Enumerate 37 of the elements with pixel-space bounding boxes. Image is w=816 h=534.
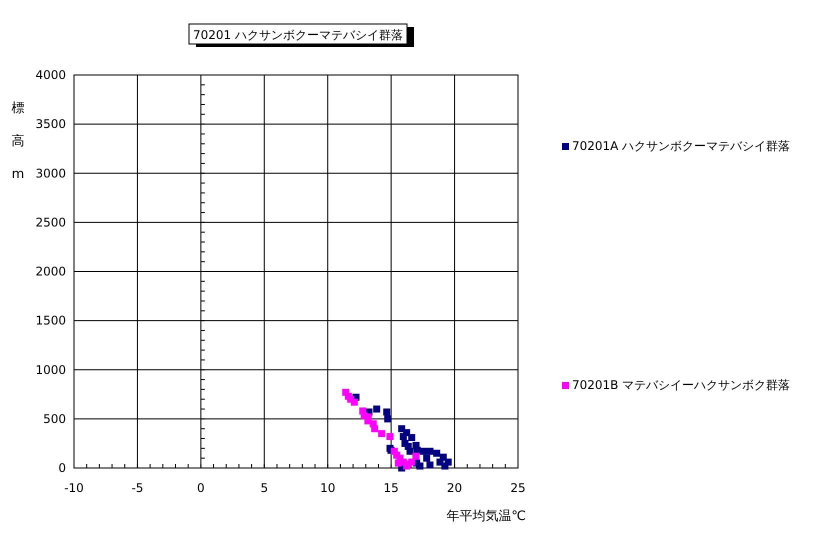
point: [426, 448, 434, 455]
point: [373, 406, 380, 413]
x-tick-label: 0: [197, 481, 205, 495]
point: [384, 415, 392, 422]
text: 標高m: [12, 101, 24, 182]
y-tick-label: 1500: [35, 314, 66, 328]
x-tick-label: 20: [446, 481, 462, 495]
y-tick-label: 2000: [35, 264, 66, 278]
x-tick-label: 5: [260, 481, 268, 495]
point: [386, 433, 394, 440]
point: [350, 398, 358, 406]
point: [412, 452, 420, 460]
x-tick-label: -10: [64, 481, 84, 495]
x-tick-label: 25: [510, 481, 526, 495]
y-tick-label: 4000: [35, 68, 66, 82]
point: [426, 462, 434, 469]
y-tick-label: 3000: [35, 166, 66, 180]
point: [378, 430, 386, 438]
y-tick-label: 2500: [35, 215, 66, 230]
x-axis-title: 年平均気温℃: [446, 509, 526, 524]
chart-title: 70201 ハクサンボクーマテバシイ群落: [193, 28, 403, 42]
title: 70201 ハクサンボクーマテバシイ群落: [188, 24, 414, 47]
x-tick-label: -5: [131, 481, 144, 495]
x-tick-label: 15: [384, 481, 399, 495]
point: [441, 462, 448, 470]
y-tick-label: 0: [58, 461, 66, 475]
y-tick-label: 3500: [35, 117, 66, 132]
point: [408, 434, 416, 442]
point: [423, 454, 430, 462]
point: [383, 408, 390, 416]
point: [404, 442, 412, 450]
y-tick-label: 1000: [35, 362, 66, 377]
y-tick-label: 500: [43, 412, 66, 426]
point: [400, 433, 407, 440]
point: [433, 450, 440, 457]
point: [371, 425, 378, 432]
x-tick-label: 10: [320, 481, 336, 495]
